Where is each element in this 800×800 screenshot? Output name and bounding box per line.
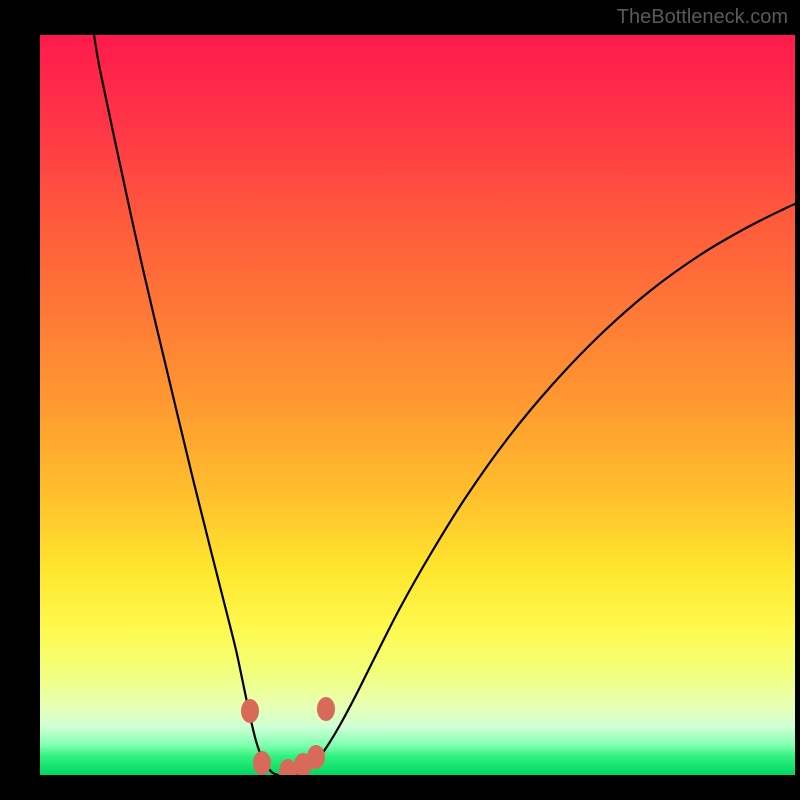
chart-svg [40, 35, 795, 775]
marker-0 [241, 699, 259, 723]
marker-1 [253, 751, 271, 775]
chart-container: TheBottleneck.com [0, 0, 800, 800]
watermark-text: TheBottleneck.com [617, 6, 788, 29]
gradient-background [40, 35, 795, 775]
plot-area [40, 35, 795, 775]
marker-5 [317, 697, 335, 721]
marker-4 [307, 745, 325, 769]
